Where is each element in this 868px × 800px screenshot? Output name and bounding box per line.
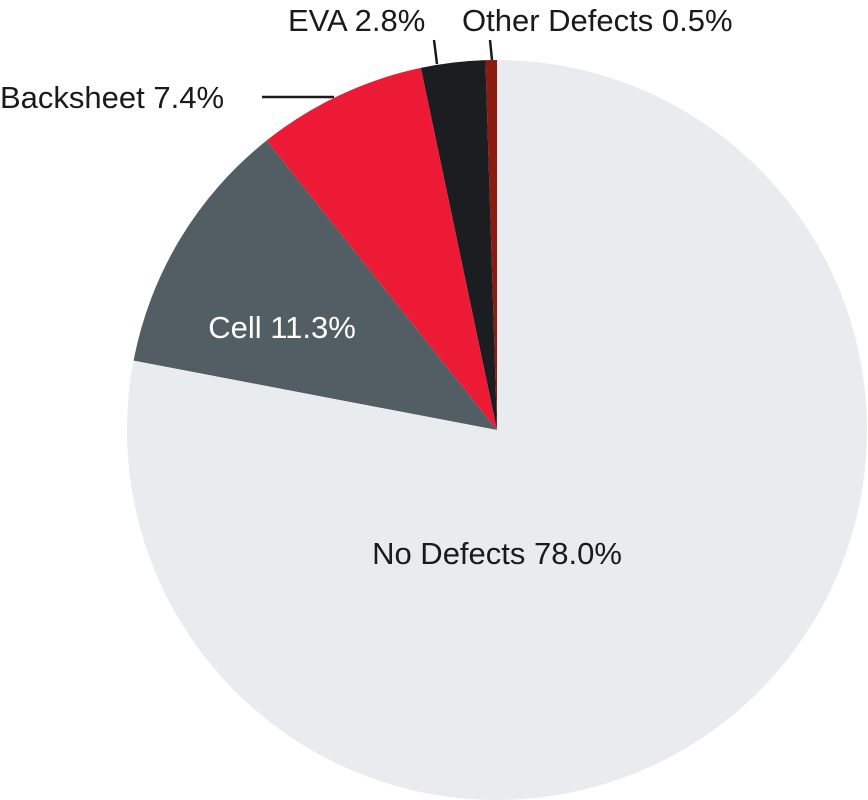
pie-slice-other-defects [485, 59, 497, 430]
slice-label-other-defects: Other Defects 0.5% [462, 3, 733, 38]
leader-line-other-defects [488, 39, 494, 61]
pie-slice-no-defects [126, 60, 867, 800]
slice-label-eva: EVA 2.8% [288, 3, 425, 38]
pie-slice-eva [420, 60, 497, 431]
slice-label-cell: Cell 11.3% [208, 310, 356, 345]
slice-label-backsheet: Backsheet 7.4% [0, 80, 224, 115]
leader-line-eva [432, 39, 439, 65]
leader-lines [262, 39, 494, 99]
slice-label-no-defects: No Defects 78.0% [372, 536, 622, 571]
pie-slices [126, 59, 867, 800]
pie-slice-backsheet [266, 67, 497, 431]
slice-labels: Other Defects 0.5% EVA 2.8% Backsheet 7.4%… [0, 3, 733, 571]
pie-slice-cell [133, 140, 498, 430]
